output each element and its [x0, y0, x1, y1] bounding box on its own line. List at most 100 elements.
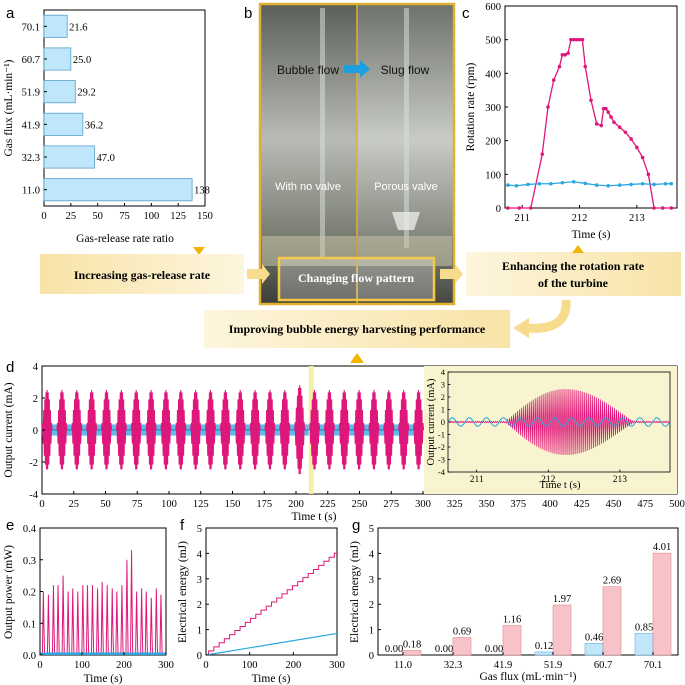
x-tick-label: 150 — [197, 211, 213, 222]
y-tick-label: 5 — [369, 524, 374, 535]
bar-value-label: 4.01 — [653, 542, 671, 553]
y-tick-label: 3 — [197, 575, 202, 586]
y-tick-label: 3 — [369, 575, 374, 586]
data-point-magenta — [506, 206, 510, 210]
changing-flow-pattern-label: Changing flow pattern — [298, 271, 414, 285]
data-point-magenta — [580, 37, 585, 42]
data-point-blue — [514, 183, 519, 188]
inset-y-tick-label: 2 — [441, 392, 445, 402]
power-spike — [96, 588, 100, 656]
x-tick-label: 11.0 — [394, 660, 412, 671]
arrow-left-to-photo — [247, 264, 270, 284]
bar-11.0 — [43, 178, 193, 202]
no-valve-energy-line — [205, 632, 338, 656]
panel-label-b: b — [244, 5, 252, 22]
bar-value-label: 29.2 — [77, 88, 95, 99]
inset-y-tick-label: -4 — [438, 467, 446, 477]
data-point-magenta — [612, 120, 616, 124]
panel-g-chart: 0.00 0.18 0.000.690.001.160.121.970.462.69… — [349, 524, 679, 683]
current-burst — [413, 389, 425, 470]
x-tick-label: 0 — [37, 660, 42, 671]
increasing-rate-label: Increasing gas-release rate — [74, 268, 211, 282]
x-tick-label: 175 — [256, 499, 272, 510]
current-burst — [86, 389, 98, 470]
bar-value-label: 0.00 — [485, 644, 503, 655]
y-tick-label: 0 — [496, 204, 501, 215]
bar-porous-11.0 — [402, 650, 422, 656]
inset-y-tick-label: 1 — [441, 405, 445, 415]
y-tick-label: 500 — [485, 36, 501, 47]
bar-porous-41.9 — [502, 625, 522, 656]
power-spike — [149, 597, 153, 656]
power-spike — [105, 585, 109, 656]
bar-70.1 — [43, 14, 68, 38]
bar-51.9 — [43, 80, 76, 104]
x-tick-label: 325 — [447, 499, 463, 510]
power-spike — [130, 550, 134, 656]
y-tick-label: 2 — [33, 394, 38, 405]
x-tick-label: 100 — [242, 660, 258, 671]
current-burst — [41, 389, 53, 470]
data-point-blue — [629, 182, 633, 187]
panel-f-frame — [205, 527, 338, 656]
panel-c-frame — [504, 5, 678, 209]
improving-performance-label: Improving bubble energy harvesting perfo… — [229, 322, 486, 336]
x-tick-label: 211 — [515, 213, 530, 224]
x-tick-label: 100 — [143, 211, 159, 222]
x-tick-label: 225 — [320, 499, 336, 510]
panel-c-chart: 0 100 200 300 400 500 600 211 212 213 Time (s) Ro… — [465, 2, 678, 241]
power-spike — [110, 588, 114, 656]
power-spike — [154, 588, 159, 656]
current-burst — [323, 389, 335, 470]
y-tick-label: 2 — [197, 600, 202, 611]
data-point-magenta — [566, 51, 570, 55]
bar-value-label: 21.6 — [69, 22, 87, 33]
panel-e-xlabel: Time (s) — [84, 673, 123, 685]
data-point-blue — [640, 181, 645, 186]
x-tick-label: 150 — [225, 499, 241, 510]
data-point-magenta — [646, 172, 651, 177]
panel-a-xlabel: Gas-release rate ratio — [76, 233, 174, 245]
data-point-magenta — [594, 122, 599, 126]
data-point-magenta — [540, 152, 545, 156]
current-burst — [338, 389, 350, 470]
data-point-magenta — [660, 206, 665, 210]
current-burst — [115, 389, 127, 470]
x-tick-label: 450 — [606, 499, 622, 510]
y-tick-label: 100 — [485, 170, 501, 181]
current-burst — [219, 389, 231, 470]
bar-value-label: 0.85 — [635, 622, 653, 633]
y-tick-label: 70.1 — [22, 22, 40, 33]
bar-value-label: 0.00 — [435, 644, 453, 655]
panel-label-f: f — [180, 517, 185, 534]
data-point-blue — [617, 183, 622, 187]
bar-value-label: 0.12 — [535, 641, 553, 652]
x-tick-label: 475 — [637, 499, 653, 510]
current-burst — [130, 389, 142, 470]
current-burst — [264, 389, 276, 470]
data-point-magenta — [563, 53, 567, 57]
panel-e-chart: 0.0 0.1 0.2 0.3 0.4 0 100 200 300 Time (s) Outpu… — [3, 524, 174, 685]
power-spike — [81, 585, 85, 656]
y-tick-label: 4 — [369, 549, 375, 560]
inset-ylabel: Output current (mA) — [426, 378, 437, 465]
x-tick-label: 200 — [285, 660, 301, 671]
power-spike — [56, 585, 60, 656]
inset-y-tick-label: -3 — [438, 455, 445, 465]
x-tick-label: 51.9 — [544, 660, 562, 671]
inset-xlabel: Time t (s) — [539, 480, 581, 491]
data-point-blue — [506, 183, 510, 187]
x-tick-label: 212 — [572, 213, 588, 224]
x-tick-label: 41.9 — [494, 660, 512, 671]
panel-d-up-arrow — [350, 353, 364, 363]
data-point-blue — [669, 181, 674, 186]
x-tick-label: 75 — [132, 499, 143, 510]
panel-a-down-arrow — [193, 247, 205, 255]
porous-valve-shape — [392, 212, 420, 230]
bar-porous-32.3 — [452, 637, 472, 656]
data-point-blue — [572, 179, 576, 184]
y-tick-label: 0.1 — [23, 619, 36, 630]
x-tick-label: 100 — [161, 499, 177, 510]
data-point-magenta — [640, 155, 645, 160]
